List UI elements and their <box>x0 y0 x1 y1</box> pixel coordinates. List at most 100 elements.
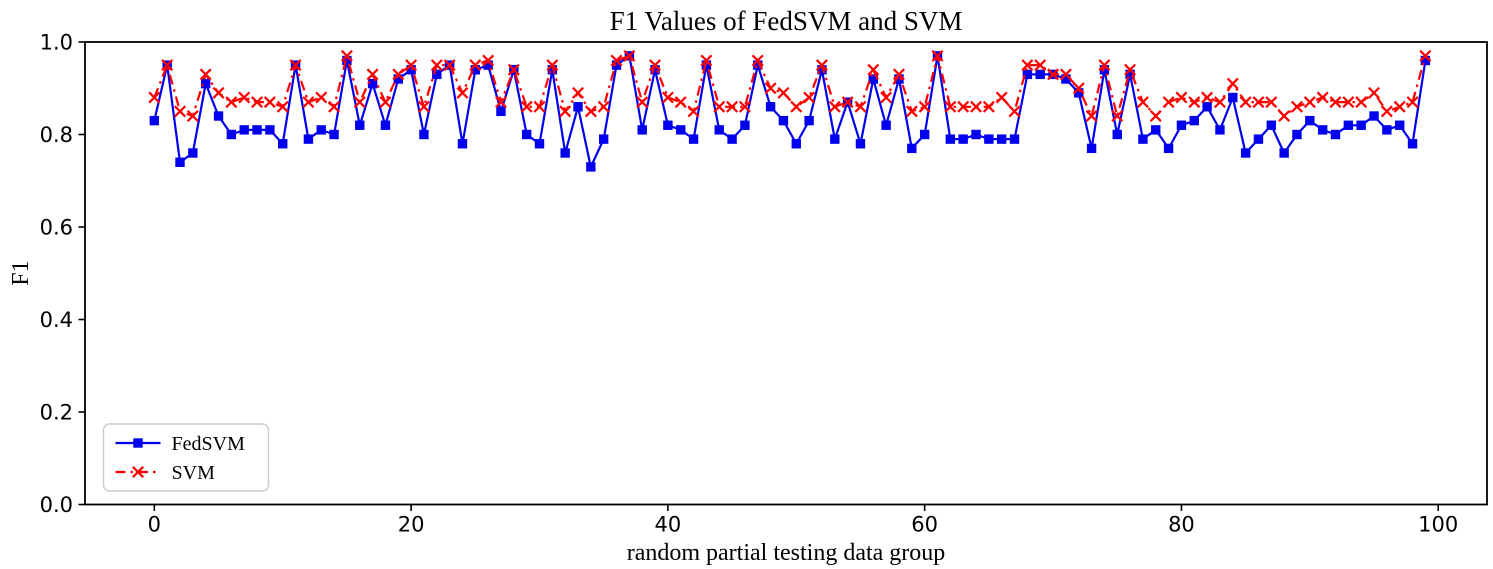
fedsvm-marker <box>894 74 904 84</box>
fedsvm-marker <box>740 120 750 130</box>
svm-marker <box>379 96 392 109</box>
svm-marker <box>584 105 597 118</box>
plot-area-group: 0 20 40 60 80 100 0.0 0.2 0.4 0.6 0.8 1.0 FedSVM SVM <box>40 31 1488 537</box>
fedsvm-marker <box>637 125 647 135</box>
fedsvm-marker <box>817 65 827 75</box>
x-tick-label: 60 <box>911 513 938 537</box>
fedsvm-marker <box>329 129 339 140</box>
fedsvm-marker <box>419 129 429 140</box>
fedsvm-marker <box>1074 88 1084 98</box>
fedsvm-marker <box>406 65 416 75</box>
svm-marker <box>533 100 546 113</box>
fedsvm-marker <box>521 129 532 140</box>
svm-marker <box>546 59 559 72</box>
y-tick-label: 0.0 <box>40 493 73 517</box>
fedsvm-marker <box>971 129 981 140</box>
fedsvm-marker <box>1138 134 1148 144</box>
fedsvm-marker <box>547 65 558 75</box>
fedsvm-marker <box>1086 143 1097 154</box>
svm-marker <box>1303 96 1316 109</box>
svm-marker <box>1008 105 1021 118</box>
fedsvm-marker <box>598 134 609 144</box>
fedsvm-marker <box>1215 125 1225 135</box>
fedsvm-marker <box>945 134 956 144</box>
svm-marker <box>328 100 341 113</box>
fedsvm-marker <box>1189 115 1199 126</box>
svm-marker <box>469 59 482 72</box>
svm-marker <box>1021 59 1034 72</box>
fedsvm-marker <box>1240 148 1251 158</box>
svm-marker <box>238 91 251 104</box>
y-tick-label: 0.6 <box>40 216 73 240</box>
svm-marker <box>1149 110 1162 122</box>
svm-marker <box>700 54 713 67</box>
fedsvm-marker <box>650 65 660 75</box>
fedsvm-marker <box>278 139 288 149</box>
svm-marker <box>893 68 905 81</box>
svm-marker <box>1175 91 1188 104</box>
svm-marker <box>1355 96 1368 109</box>
svm-marker <box>867 63 880 76</box>
fedsvm-marker <box>907 143 917 154</box>
fedsvm-marker <box>1022 69 1033 80</box>
svm-marker <box>944 100 957 113</box>
svm-marker <box>726 100 739 113</box>
svm-marker <box>995 91 1008 104</box>
svm-marker <box>636 96 649 109</box>
svm-marker <box>1085 110 1098 122</box>
svm-marker <box>1098 59 1111 72</box>
fedsvm-marker <box>316 125 326 135</box>
svm-marker <box>1252 96 1265 109</box>
fedsvm-marker <box>1343 120 1354 130</box>
svm-marker <box>251 96 264 109</box>
fedsvm-marker <box>1163 143 1174 154</box>
x-tick-label: 80 <box>1168 513 1195 537</box>
fedsvm-marker <box>1330 129 1341 140</box>
fedsvm-marker <box>213 111 224 121</box>
fedsvm-marker <box>701 60 712 70</box>
svm-marker <box>1291 100 1303 113</box>
svm-marker <box>854 100 867 113</box>
svm-marker <box>828 100 841 113</box>
fedsvm-marker <box>778 115 789 126</box>
svm-marker <box>495 96 507 109</box>
svm-marker <box>1342 96 1355 109</box>
svm-marker <box>1201 91 1214 104</box>
svm-marker <box>713 100 726 113</box>
fedsvm-marker <box>342 55 352 66</box>
svm-marker <box>1406 96 1419 109</box>
fedsvm-marker <box>1035 69 1045 80</box>
svm-marker <box>1329 96 1342 109</box>
fedsvm-marker <box>855 139 866 149</box>
svm-marker <box>841 96 854 109</box>
fedsvm-marker <box>457 139 468 149</box>
fedsvm-marker <box>1317 125 1328 135</box>
fedsvm-marker <box>560 148 570 158</box>
svm-marker <box>1239 96 1252 109</box>
svm-marker <box>225 96 238 109</box>
fedsvm-marker <box>663 120 673 130</box>
svm-marker <box>315 91 328 104</box>
svm-marker <box>597 100 610 113</box>
y-tick-label: 0.2 <box>40 401 73 425</box>
fedsvm-marker <box>868 74 879 84</box>
svm-marker <box>1188 96 1201 109</box>
fedsvm-marker <box>1125 69 1135 80</box>
svm-marker <box>880 91 893 104</box>
fedsvm-marker <box>470 65 481 75</box>
svm-marker <box>751 54 764 67</box>
fedsvm-marker <box>1382 125 1392 135</box>
y-tick-label: 0.4 <box>40 308 73 332</box>
svm-marker <box>777 86 790 99</box>
svm-marker <box>1316 91 1329 104</box>
svm-marker <box>443 59 456 72</box>
fedsvm-marker <box>919 129 930 140</box>
fedsvm-marker <box>226 129 237 140</box>
fedsvm-marker <box>804 115 814 126</box>
fedsvm-marker <box>676 125 686 135</box>
svm-marker <box>918 100 931 113</box>
fedsvm-marker <box>1253 134 1264 144</box>
fedsvm-marker <box>1420 55 1431 66</box>
fedsvm-marker <box>1202 102 1212 112</box>
x-tick-label: 0 <box>148 513 161 537</box>
